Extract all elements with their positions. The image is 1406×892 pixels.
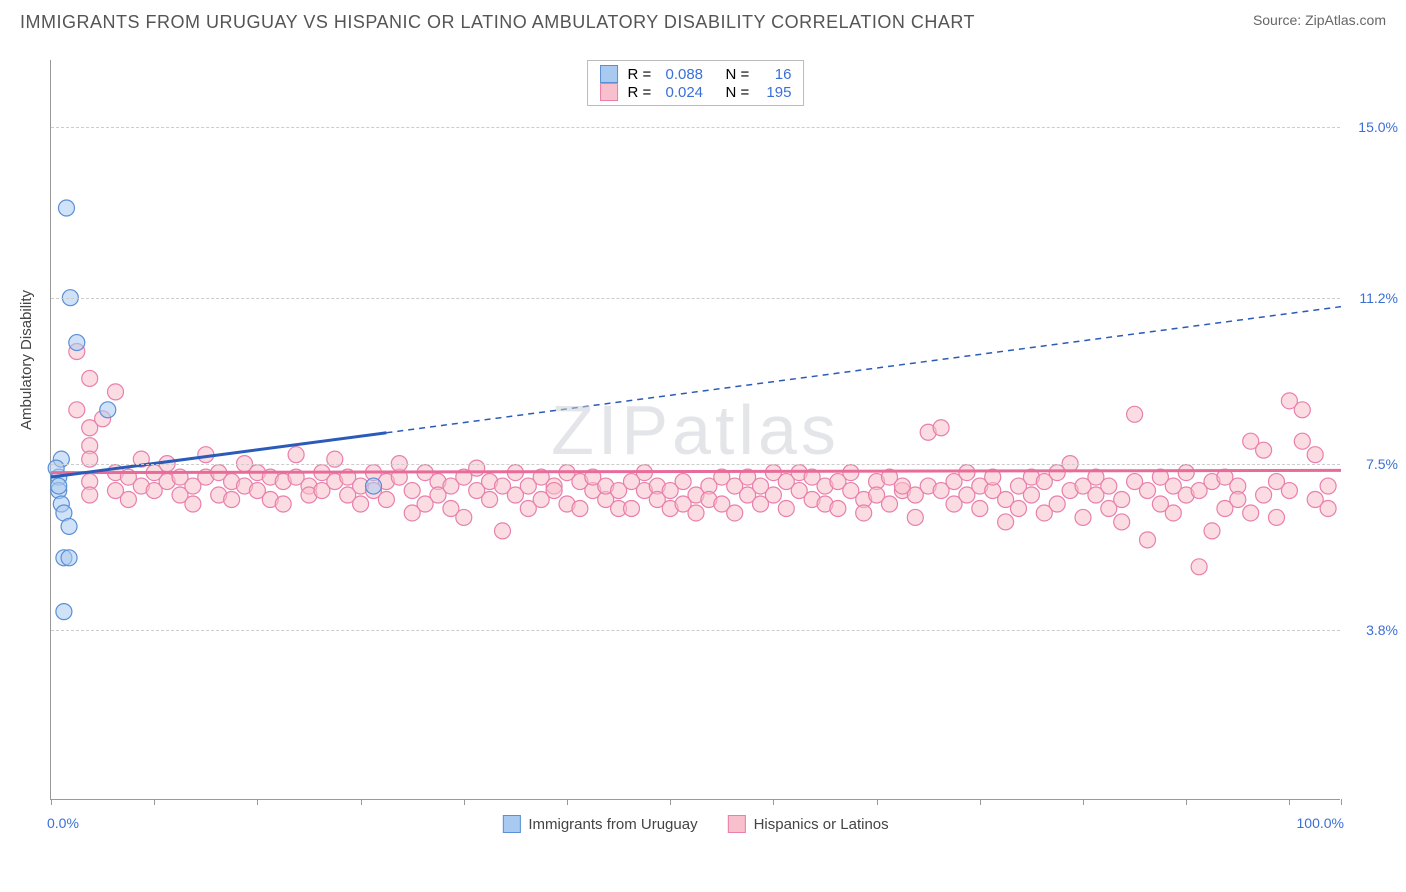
y-tick-label: 15.0% (1358, 119, 1398, 135)
x-tick (1186, 799, 1187, 805)
source-label: Source: ZipAtlas.com (1253, 12, 1386, 28)
y-axis-title: Ambulatory Disability (18, 290, 35, 430)
legend-swatch-hispanic (600, 83, 618, 101)
y-tick-label: 7.5% (1366, 456, 1398, 472)
chart-plot-area: ZIPatlas R = 0.088 N = 16 R = 0.024 N = … (50, 60, 1340, 800)
gridline (51, 630, 1340, 631)
x-tick (773, 799, 774, 805)
legend-swatch-hispanic-2 (728, 815, 746, 833)
scatter-svg (51, 60, 1340, 799)
x-axis-min-label: 0.0% (47, 815, 79, 831)
r-value-uruguay: 0.088 (665, 66, 703, 83)
x-tick (980, 799, 981, 805)
x-tick (154, 799, 155, 805)
x-tick (567, 799, 568, 805)
gridline (51, 127, 1340, 128)
x-tick (877, 799, 878, 805)
x-tick (464, 799, 465, 805)
x-tick (670, 799, 671, 805)
x-tick (361, 799, 362, 805)
legend-label-uruguay: Immigrants from Uruguay (528, 816, 697, 833)
r-value-hispanic: 0.024 (665, 84, 703, 101)
x-tick (257, 799, 258, 805)
legend-swatch-uruguay (600, 65, 618, 83)
x-tick (51, 799, 52, 805)
legend-stats-box: R = 0.088 N = 16 R = 0.024 N = 195 (587, 60, 805, 106)
legend-stats-row-hispanic: R = 0.024 N = 195 (600, 83, 792, 101)
legend-item-uruguay: Immigrants from Uruguay (502, 815, 697, 833)
legend-item-hispanic: Hispanics or Latinos (728, 815, 889, 833)
y-tick-label: 3.8% (1366, 622, 1398, 638)
legend-stats-row-uruguay: R = 0.088 N = 16 (600, 65, 792, 83)
n-value-uruguay: 16 (763, 66, 791, 83)
legend-label-hispanic: Hispanics or Latinos (754, 816, 889, 833)
y-tick-label: 11.2% (1359, 290, 1398, 306)
chart-title: IMMIGRANTS FROM URUGUAY VS HISPANIC OR L… (20, 12, 975, 33)
x-axis-max-label: 100.0% (1297, 815, 1344, 831)
x-tick (1083, 799, 1084, 805)
n-value-hispanic: 195 (763, 84, 791, 101)
x-tick (1289, 799, 1290, 805)
gridline (51, 464, 1340, 465)
x-tick (1341, 799, 1342, 805)
legend-bottom: Immigrants from Uruguay Hispanics or Lat… (502, 815, 888, 833)
legend-swatch-uruguay-2 (502, 815, 520, 833)
gridline (51, 298, 1340, 299)
